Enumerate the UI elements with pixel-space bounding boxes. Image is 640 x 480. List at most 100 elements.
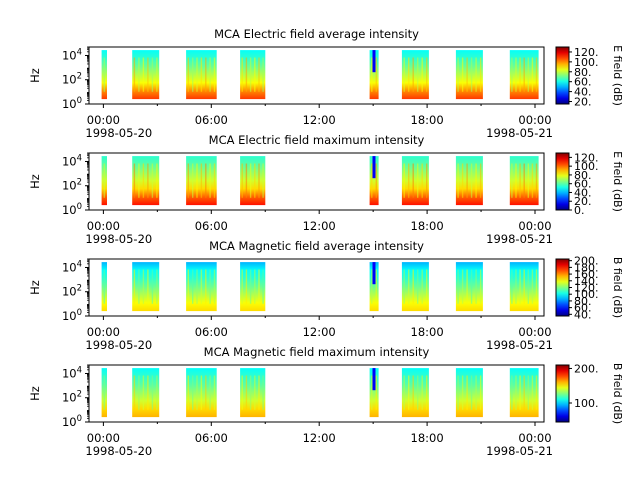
panel-title: MCA Electric field average intensity <box>214 27 419 41</box>
x-date-label: 1998-05-21 <box>486 126 553 140</box>
colorbar-tick-label: 0. <box>574 204 585 217</box>
data-streak <box>372 262 376 285</box>
x-date-label: 1998-05-21 <box>486 444 553 458</box>
colorbar-tick-label: 60. <box>574 302 592 315</box>
data-block <box>455 262 483 312</box>
data-block <box>369 368 379 418</box>
y-tick-label: 102 <box>62 72 82 87</box>
colorbar-label: B field (dB) <box>611 257 624 318</box>
data-streak <box>372 50 376 73</box>
axes-frame <box>88 46 545 105</box>
colorbar-tick-label: 100. <box>574 56 599 69</box>
colorbar-tick-label: 40. <box>574 308 592 321</box>
panel-4: MCA Magnetic field maximum intensity 00:0… <box>28 345 624 458</box>
x-tick-label: 12:00 <box>303 431 336 445</box>
data-block <box>132 156 160 206</box>
axes-frame <box>88 364 545 423</box>
colorbar-label: E field (dB) <box>611 45 624 106</box>
data-block <box>401 368 429 418</box>
panel-title: MCA Magnetic field average intensity <box>209 239 424 253</box>
x-tick-label: 18:00 <box>411 325 444 339</box>
colorbar <box>555 258 570 317</box>
y-tick-label: 104 <box>62 153 82 168</box>
x-tick-label: 06:00 <box>195 325 228 339</box>
x-date-label: 1998-05-21 <box>486 338 553 352</box>
axes-frame <box>88 258 545 317</box>
colorbar <box>555 46 570 105</box>
colorbar-tick-label: 140. <box>574 275 599 288</box>
data-block <box>240 262 266 312</box>
colorbar-tick-label: 80. <box>574 295 592 308</box>
colorbar-tick-label: 80. <box>574 169 592 182</box>
colorbar-tick-label: 200. <box>574 255 599 268</box>
colorbar-tick-label: 100. <box>574 397 599 410</box>
y-tick-label: 102 <box>62 284 82 299</box>
colorbar-tick-label: 120. <box>574 151 599 164</box>
x-tick-label: 00:00 <box>518 219 551 233</box>
panel-3: MCA Magnetic field average intensity 00:0… <box>28 239 624 352</box>
colorbar-tick-label: 200. <box>574 362 599 375</box>
colorbar <box>555 152 570 211</box>
axes-frame <box>88 152 545 211</box>
x-tick-label: 00:00 <box>87 113 120 127</box>
colorbar-tick-label: 160. <box>574 268 599 281</box>
x-tick-label: 12:00 <box>303 325 336 339</box>
data-streak <box>372 368 376 391</box>
y-tick-label: 104 <box>62 47 82 62</box>
data-block <box>455 156 483 206</box>
colorbar-tick-label: 20. <box>574 96 592 109</box>
data-block <box>455 368 483 418</box>
x-date-label: 1998-05-20 <box>85 232 152 246</box>
x-tick-label: 00:00 <box>87 325 120 339</box>
data-block <box>240 368 266 418</box>
colorbar-tick-label: 180. <box>574 261 599 274</box>
x-date-label: 1998-05-21 <box>486 232 553 246</box>
data-block <box>132 262 160 312</box>
data-block <box>455 50 483 100</box>
colorbar-label: B field (dB) <box>611 363 624 424</box>
x-tick-label: 06:00 <box>195 113 228 127</box>
data-block <box>401 50 429 100</box>
colorbar <box>555 364 570 423</box>
x-tick-label: 00:00 <box>518 325 551 339</box>
x-tick-label: 18:00 <box>411 113 444 127</box>
colorbar-tick-label: 100. <box>574 160 599 173</box>
colorbar-tick-label: 20. <box>574 195 592 208</box>
data-block <box>240 50 266 100</box>
panel-1: MCA Electric field average intensity 00:0… <box>28 27 624 140</box>
x-date-label: 1998-05-20 <box>85 338 152 352</box>
panel-title: MCA Electric field maximum intensity <box>209 133 425 147</box>
x-tick-label: 00:00 <box>518 431 551 445</box>
y-tick-label: 100 <box>62 96 82 111</box>
y-axis-label: Hz <box>28 174 42 189</box>
y-axis-label: Hz <box>28 280 42 295</box>
x-date-label: 1998-05-20 <box>85 444 152 458</box>
x-tick-label: 06:00 <box>195 431 228 445</box>
data-streak <box>372 156 376 179</box>
data-block <box>369 262 379 312</box>
data-block <box>369 156 379 206</box>
y-tick-label: 104 <box>62 365 82 380</box>
y-tick-label: 104 <box>62 259 82 274</box>
data-block <box>369 50 379 100</box>
colorbar-tick-label: 100. <box>574 288 599 301</box>
y-tick-label: 102 <box>62 390 82 405</box>
x-tick-label: 00:00 <box>518 113 551 127</box>
x-tick-label: 12:00 <box>303 219 336 233</box>
colorbar-tick-label: 60. <box>574 76 592 89</box>
x-tick-label: 00:00 <box>87 219 120 233</box>
x-tick-label: 18:00 <box>411 431 444 445</box>
y-axis-label: Hz <box>28 386 42 401</box>
y-tick-label: 102 <box>62 178 82 193</box>
x-tick-label: 06:00 <box>195 219 228 233</box>
colorbar-tick-label: 60. <box>574 178 592 191</box>
data-block <box>132 368 160 418</box>
data-block <box>401 156 429 206</box>
colorbar-tick-label: 40. <box>574 186 592 199</box>
colorbar-label: E field (dB) <box>611 151 624 212</box>
data-block <box>401 262 429 312</box>
x-tick-label: 18:00 <box>411 219 444 233</box>
y-tick-label: 100 <box>62 202 82 217</box>
colorbar-tick-label: 120. <box>574 282 599 295</box>
